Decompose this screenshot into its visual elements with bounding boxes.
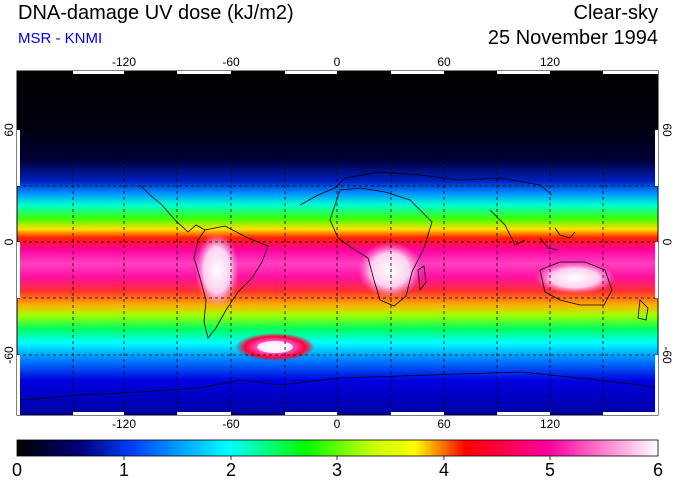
australia-high-dose-area	[535, 262, 615, 294]
sky-condition-label: Clear-sky	[573, 2, 658, 24]
lon-label-top-60: 60	[437, 55, 451, 69]
lat-label-right-60: 60	[660, 123, 674, 137]
colorbar-label-1: 1	[119, 460, 129, 480]
graticule	[17, 71, 658, 415]
source-label: MSR - KNMI	[18, 30, 103, 47]
lon-label-bottom-120: 120	[540, 417, 560, 431]
lat-label-right-0: 0	[660, 239, 674, 246]
andes-high-dose-area	[195, 232, 239, 308]
lon-label-bottom-minus-60: -60	[222, 417, 240, 431]
colorbar-label-6: 6	[653, 460, 663, 480]
lon-label-bottom-0: 0	[334, 417, 341, 431]
uv-dose-field	[17, 71, 658, 415]
frame-ticks	[17, 71, 658, 415]
colorbar-label-2: 2	[226, 460, 236, 480]
lon-label-top-minus-120: -120	[112, 55, 136, 69]
map-title: DNA-damage UV dose (kJ/m2)	[18, 2, 294, 24]
africa-high-dose-area	[358, 242, 422, 298]
colorbar-label-0: 0	[12, 460, 22, 480]
lon-label-bottom-60: 60	[437, 417, 451, 431]
lat-label-left-0: 0	[2, 238, 16, 245]
lat-label-left-minus-60: -60	[2, 346, 16, 364]
colorbar-label-3: 3	[332, 460, 342, 480]
lon-label-top-120: 120	[540, 55, 560, 69]
colorbar	[16, 439, 659, 457]
colorbar-label-4: 4	[439, 460, 449, 480]
colorbar-label-5: 5	[545, 460, 555, 480]
date-label: 25 November 1994	[487, 27, 658, 49]
lon-label-top-0: 0	[334, 55, 341, 69]
lon-label-top-minus-60: -60	[222, 55, 240, 69]
lat-label-left-60: 60	[2, 123, 16, 137]
lon-label-bottom-minus-120: -120	[112, 417, 136, 431]
lat-label-right-minus-60: -60	[660, 346, 674, 364]
